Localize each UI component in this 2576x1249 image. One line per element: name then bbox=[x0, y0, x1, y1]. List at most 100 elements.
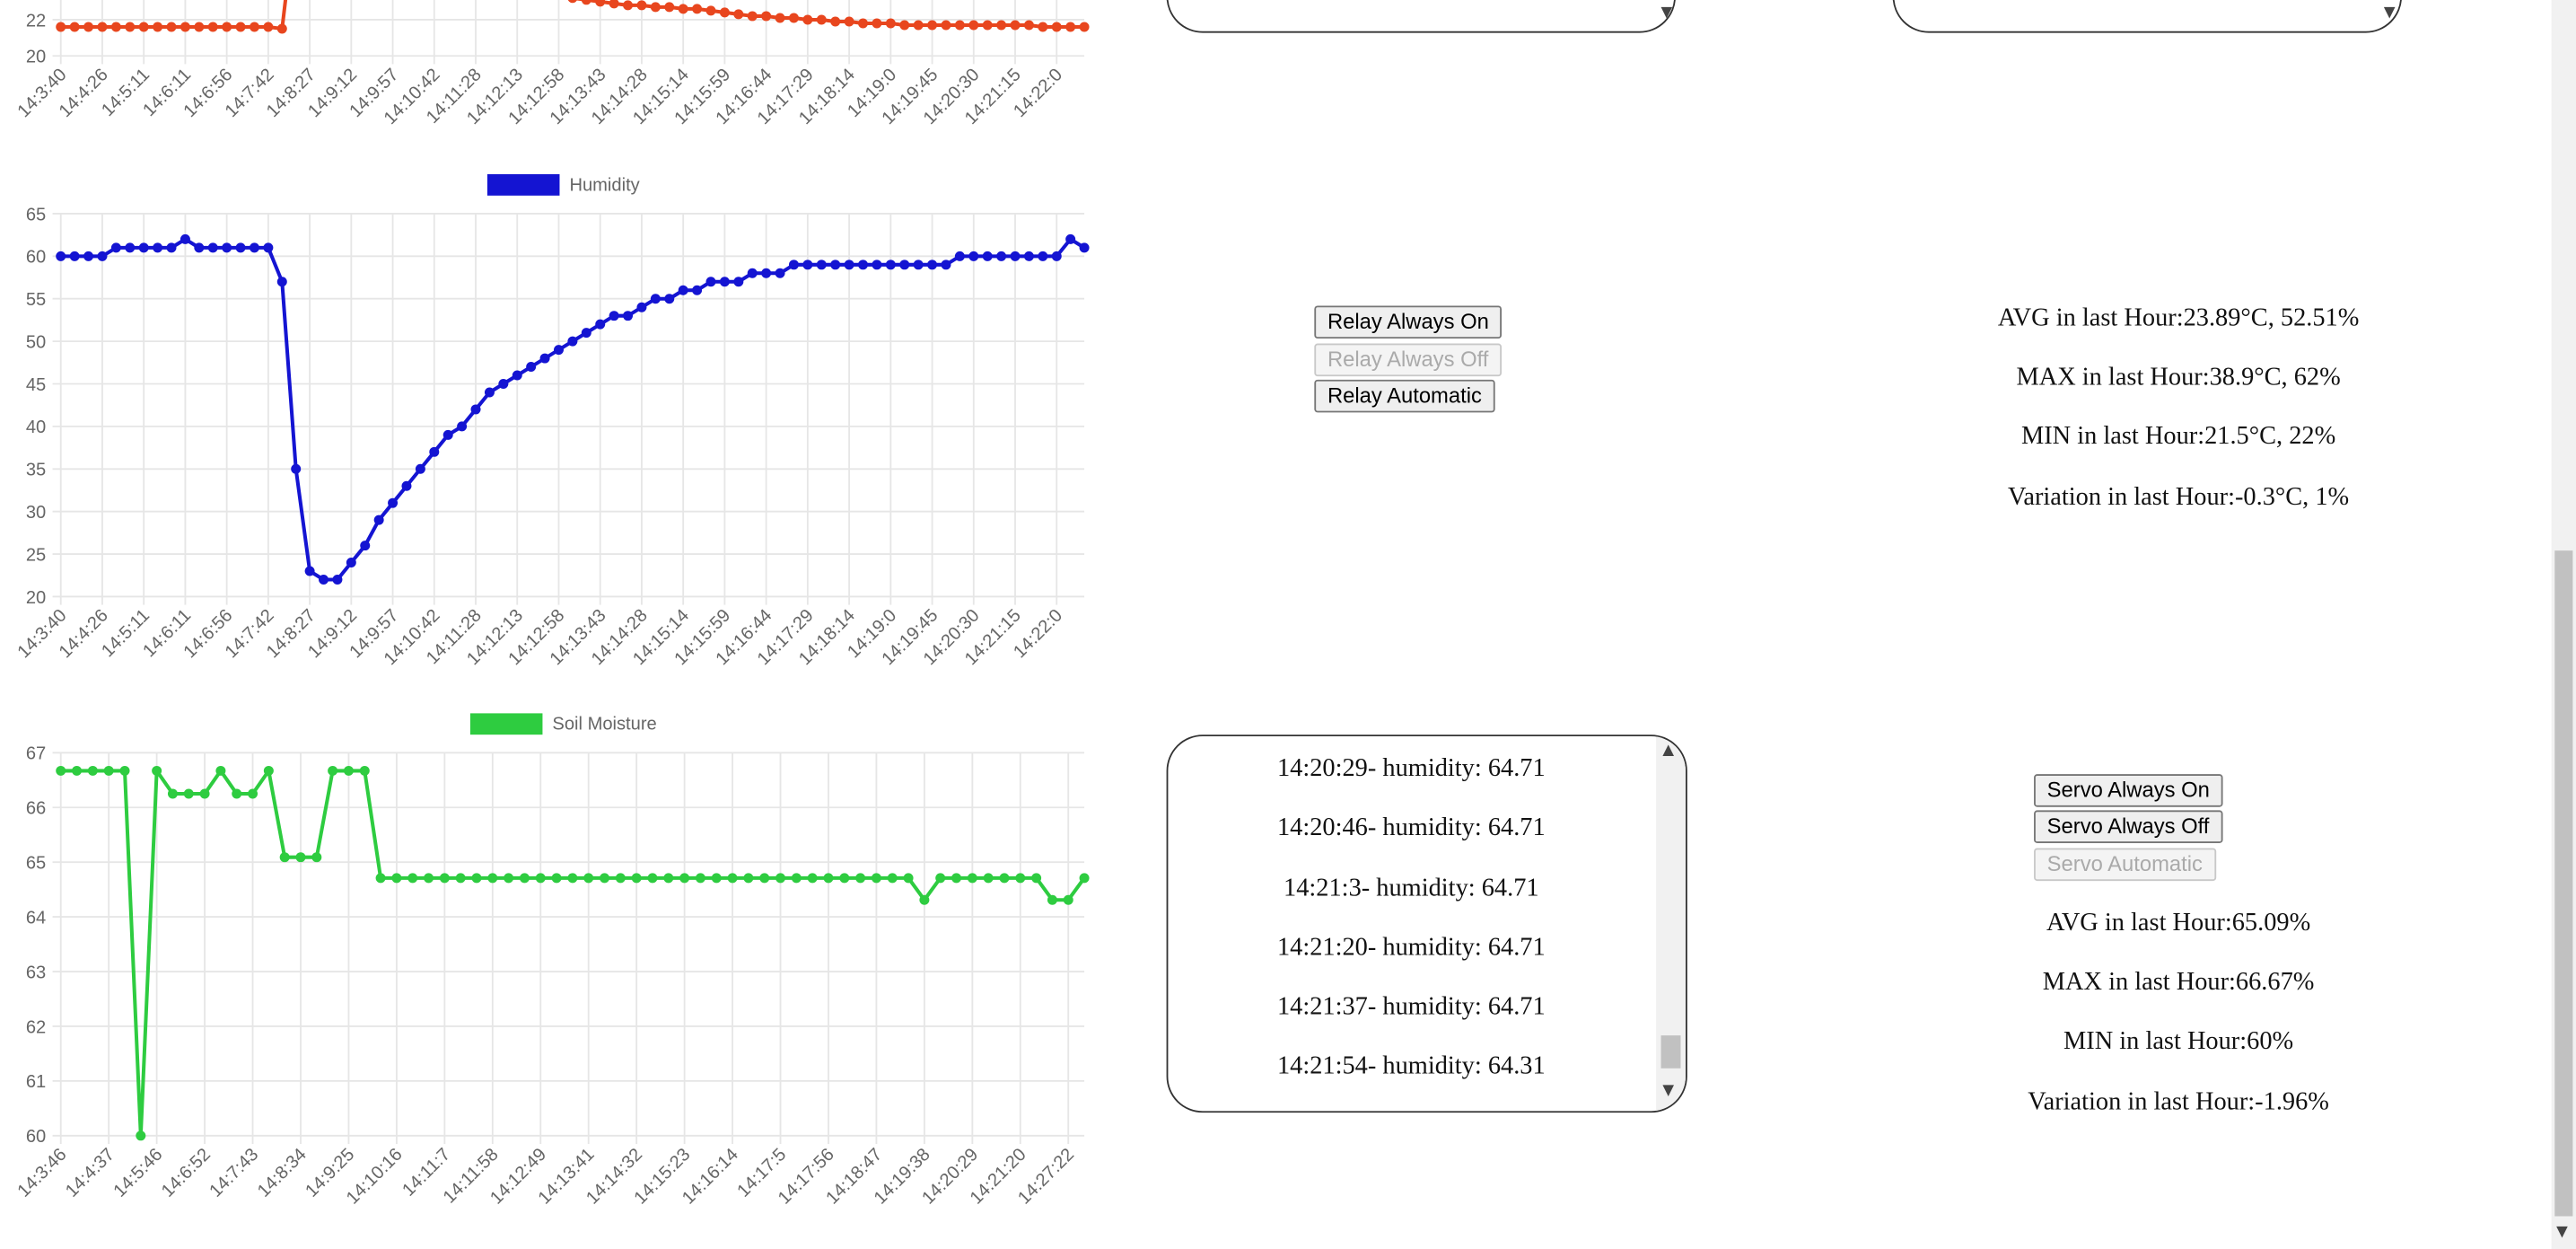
stat: MAX in last Hour:66.67% bbox=[2042, 968, 2315, 997]
data-point bbox=[885, 18, 896, 29]
data-point bbox=[87, 765, 98, 776]
data-point bbox=[1051, 22, 1062, 32]
data-point bbox=[439, 873, 450, 884]
data-point bbox=[743, 873, 754, 884]
stat: MIN in last Hour:60% bbox=[2063, 1027, 2294, 1056]
y-tick-label: 22 bbox=[26, 11, 46, 31]
data-point bbox=[581, 328, 591, 339]
servo-off-button[interactable]: Servo Always Off bbox=[2034, 810, 2223, 843]
data-point bbox=[457, 421, 468, 432]
data-point bbox=[391, 873, 402, 884]
data-point bbox=[615, 873, 626, 884]
data-point bbox=[97, 251, 108, 261]
data-point bbox=[125, 242, 136, 253]
y-tick-label: 25 bbox=[26, 545, 46, 565]
log-entry: 14:21:3- humidity: 64.71 bbox=[1284, 874, 1539, 902]
data-point bbox=[941, 259, 951, 270]
log-scroll-thumb[interactable] bbox=[1660, 1035, 1681, 1069]
y-tick-label: 65 bbox=[26, 205, 46, 224]
page-scroll-thumb[interactable] bbox=[2554, 550, 2573, 1217]
data-point bbox=[823, 873, 834, 884]
data-point bbox=[1047, 894, 1057, 905]
log-entry: 14:21:54- humidity: 64.31 bbox=[1276, 1051, 1546, 1080]
legend-swatch bbox=[469, 713, 543, 735]
data-point bbox=[97, 22, 108, 32]
data-point bbox=[711, 873, 722, 884]
x-tick-label: 14:4:37 bbox=[62, 1145, 118, 1201]
data-point bbox=[647, 873, 658, 884]
data-point bbox=[519, 873, 530, 884]
data-point bbox=[1010, 20, 1021, 31]
y-tick-label: 50 bbox=[26, 332, 46, 352]
data-point bbox=[679, 873, 690, 884]
data-point bbox=[623, 0, 634, 11]
data-point bbox=[885, 259, 896, 270]
scroll-up[interactable]: ▲ bbox=[1662, 743, 1675, 760]
servo-auto-button: Servo Automatic bbox=[2034, 848, 2216, 882]
data-point bbox=[375, 873, 386, 884]
data-point bbox=[855, 873, 866, 884]
data-point bbox=[951, 873, 962, 884]
data-point bbox=[600, 873, 610, 884]
data-point bbox=[927, 259, 938, 270]
scroll-down[interactable]: ▼ bbox=[2556, 1224, 2568, 1241]
x-tick-label: 14:7:43 bbox=[206, 1145, 262, 1201]
y-tick-label: 55 bbox=[26, 290, 46, 310]
data-point bbox=[631, 873, 642, 884]
data-point bbox=[636, 0, 647, 11]
data-point bbox=[719, 277, 730, 287]
data-point bbox=[535, 873, 546, 884]
data-point bbox=[999, 873, 1010, 884]
log-entry: 14:21:20- humidity: 64.71 bbox=[1276, 933, 1546, 962]
data-point bbox=[69, 251, 80, 261]
data-point bbox=[56, 251, 66, 261]
data-point bbox=[1023, 20, 1034, 31]
data-point bbox=[249, 242, 259, 253]
select-box[interactable] bbox=[1892, 0, 2403, 33]
x-tick-label: 14:3:46 bbox=[14, 1145, 71, 1201]
data-point bbox=[623, 311, 634, 321]
stat: Variation in last Hour:-0.3°C, 1% bbox=[2008, 483, 2350, 512]
select-box[interactable] bbox=[1166, 0, 1677, 33]
data-point bbox=[595, 0, 606, 7]
data-point bbox=[663, 873, 674, 884]
data-point bbox=[567, 873, 578, 884]
data-point bbox=[125, 22, 136, 32]
y-tick-label: 64 bbox=[26, 908, 46, 928]
data-point bbox=[609, 311, 619, 321]
data-point bbox=[1051, 251, 1062, 261]
data-point bbox=[470, 404, 481, 415]
data-point bbox=[455, 873, 466, 884]
relay-on-button[interactable]: Relay Always On bbox=[1314, 305, 1503, 339]
data-point bbox=[941, 20, 951, 31]
relay-auto-button[interactable]: Relay Automatic bbox=[1314, 379, 1495, 413]
data-point bbox=[487, 873, 498, 884]
data-point bbox=[887, 873, 898, 884]
data-point bbox=[180, 233, 190, 244]
stat: MIN in last Hour:21.5°C, 22% bbox=[2020, 422, 2336, 451]
data-point bbox=[858, 18, 868, 29]
data-point bbox=[733, 9, 744, 20]
data-point bbox=[1023, 251, 1034, 261]
data-point bbox=[401, 480, 412, 491]
data-point bbox=[788, 259, 799, 270]
data-point bbox=[899, 259, 910, 270]
data-point bbox=[194, 22, 205, 32]
y-tick-label: 60 bbox=[26, 248, 46, 268]
data-point bbox=[360, 541, 371, 551]
data-point bbox=[759, 873, 770, 884]
servo-on-button[interactable]: Servo Always On bbox=[2034, 774, 2223, 807]
data-point bbox=[56, 765, 66, 776]
data-line bbox=[60, 237, 1086, 582]
data-point bbox=[388, 497, 399, 508]
data-point bbox=[678, 4, 688, 14]
data-point bbox=[692, 4, 703, 14]
data-point bbox=[727, 873, 738, 884]
data-point bbox=[110, 22, 121, 32]
scroll-down[interactable]: ▼ bbox=[1662, 1083, 1675, 1100]
data-point bbox=[119, 765, 130, 776]
data-point bbox=[512, 370, 522, 381]
data-point bbox=[263, 242, 274, 253]
y-tick-label: 61 bbox=[26, 1072, 46, 1092]
